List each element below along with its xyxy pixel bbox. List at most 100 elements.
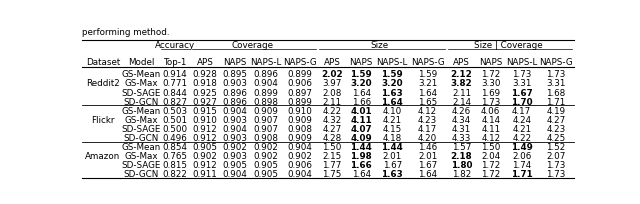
- Text: 1.64: 1.64: [418, 88, 437, 97]
- Text: 3.30: 3.30: [481, 79, 500, 88]
- Text: 1.57: 1.57: [452, 142, 471, 151]
- Text: 0.898: 0.898: [253, 97, 278, 106]
- Text: 3.20: 3.20: [351, 79, 372, 88]
- Text: Accuracy: Accuracy: [155, 41, 195, 50]
- Text: 1.59: 1.59: [381, 70, 403, 79]
- Text: SD-GCN: SD-GCN: [124, 133, 159, 142]
- Text: 4.17: 4.17: [512, 106, 531, 115]
- Text: 2.07: 2.07: [546, 151, 566, 160]
- Text: 0.904: 0.904: [222, 124, 247, 133]
- Text: 1.72: 1.72: [481, 170, 500, 178]
- Text: 0.771: 0.771: [163, 79, 188, 88]
- Text: 0.895: 0.895: [222, 70, 247, 79]
- Text: 1.65: 1.65: [418, 97, 437, 106]
- Text: 1.73: 1.73: [512, 70, 531, 79]
- Text: 1.80: 1.80: [451, 160, 472, 169]
- Text: 0.896: 0.896: [222, 88, 247, 97]
- Text: 4.23: 4.23: [546, 124, 565, 133]
- Text: 2.11: 2.11: [323, 97, 342, 106]
- Text: 0.903: 0.903: [222, 133, 247, 142]
- Text: NAPS-L: NAPS-L: [376, 58, 408, 67]
- Text: 4.20: 4.20: [418, 133, 437, 142]
- Text: 0.911: 0.911: [193, 170, 218, 178]
- Text: 4.33: 4.33: [452, 133, 471, 142]
- Text: 0.827: 0.827: [163, 97, 188, 106]
- Text: 0.907: 0.907: [253, 124, 278, 133]
- Text: NAPS-G: NAPS-G: [283, 58, 316, 67]
- Text: 0.501: 0.501: [163, 115, 188, 124]
- Text: 4.12: 4.12: [418, 106, 437, 115]
- Text: 4.06: 4.06: [481, 106, 500, 115]
- Text: 0.500: 0.500: [163, 124, 188, 133]
- Text: 0.902: 0.902: [287, 151, 312, 160]
- Text: 3.97: 3.97: [323, 79, 342, 88]
- Text: 1.64: 1.64: [351, 88, 371, 97]
- Text: 0.844: 0.844: [163, 88, 188, 97]
- Text: 4.07: 4.07: [351, 124, 372, 133]
- Text: Size: Size: [371, 41, 389, 50]
- Text: GS-Max: GS-Max: [125, 79, 158, 88]
- Text: NAPS: NAPS: [349, 58, 373, 67]
- Text: 3.82: 3.82: [451, 79, 472, 88]
- Text: 0.910: 0.910: [287, 106, 312, 115]
- Text: 3.31: 3.31: [512, 79, 531, 88]
- Text: 0.905: 0.905: [253, 170, 278, 178]
- Text: 0.897: 0.897: [287, 88, 312, 97]
- Text: 1.64: 1.64: [351, 170, 371, 178]
- Text: 0.905: 0.905: [193, 142, 218, 151]
- Text: 0.899: 0.899: [287, 70, 312, 79]
- Text: 0.902: 0.902: [193, 151, 218, 160]
- Text: GS-Max: GS-Max: [125, 151, 158, 160]
- Text: 4.24: 4.24: [512, 115, 531, 124]
- Text: Reddit2: Reddit2: [86, 79, 120, 88]
- Text: 1.72: 1.72: [481, 160, 500, 169]
- Text: 0.903: 0.903: [222, 115, 247, 124]
- Text: 3.20: 3.20: [381, 79, 403, 88]
- Text: GS-Mean: GS-Mean: [122, 70, 161, 79]
- Text: 0.905: 0.905: [253, 160, 278, 169]
- Text: 1.82: 1.82: [452, 170, 471, 178]
- Text: 0.902: 0.902: [253, 151, 278, 160]
- Text: 3.31: 3.31: [546, 79, 566, 88]
- Text: 1.67: 1.67: [511, 88, 532, 97]
- Text: 0.912: 0.912: [193, 133, 218, 142]
- Text: 1.67: 1.67: [383, 160, 402, 169]
- Text: 2.18: 2.18: [451, 151, 472, 160]
- Text: Size | Coverage: Size | Coverage: [474, 41, 543, 50]
- Text: 2.14: 2.14: [452, 97, 471, 106]
- Text: 1.73: 1.73: [546, 160, 566, 169]
- Text: performing method.: performing method.: [83, 28, 170, 37]
- Text: 0.822: 0.822: [163, 170, 188, 178]
- Text: 0.918: 0.918: [193, 79, 218, 88]
- Text: 1.98: 1.98: [351, 151, 372, 160]
- Text: 1.72: 1.72: [481, 70, 500, 79]
- Text: SD-GCN: SD-GCN: [124, 97, 159, 106]
- Text: 1.70: 1.70: [511, 97, 532, 106]
- Text: 2.04: 2.04: [481, 151, 500, 160]
- Text: 4.01: 4.01: [351, 106, 372, 115]
- Text: 4.15: 4.15: [383, 124, 402, 133]
- Text: 0.908: 0.908: [287, 124, 312, 133]
- Text: 1.52: 1.52: [546, 142, 565, 151]
- Text: Dataset: Dataset: [86, 58, 120, 67]
- Text: 0.899: 0.899: [253, 88, 278, 97]
- Text: 0.902: 0.902: [253, 142, 278, 151]
- Text: 0.904: 0.904: [287, 142, 312, 151]
- Text: NAPS-L: NAPS-L: [506, 58, 538, 67]
- Text: 4.22: 4.22: [512, 133, 531, 142]
- Text: 0.904: 0.904: [222, 106, 247, 115]
- Text: 0.903: 0.903: [222, 151, 247, 160]
- Text: 4.27: 4.27: [546, 115, 565, 124]
- Text: 0.912: 0.912: [193, 160, 218, 169]
- Text: Model: Model: [128, 58, 154, 67]
- Text: 4.21: 4.21: [512, 124, 531, 133]
- Text: 0.915: 0.915: [193, 106, 218, 115]
- Text: 0.496: 0.496: [163, 133, 188, 142]
- Text: 4.22: 4.22: [323, 106, 342, 115]
- Text: 0.906: 0.906: [287, 160, 312, 169]
- Text: 0.902: 0.902: [222, 142, 247, 151]
- Text: SD-SAGE: SD-SAGE: [122, 160, 161, 169]
- Text: 1.73: 1.73: [546, 170, 566, 178]
- Text: 4.28: 4.28: [323, 133, 342, 142]
- Text: 4.17: 4.17: [418, 124, 437, 133]
